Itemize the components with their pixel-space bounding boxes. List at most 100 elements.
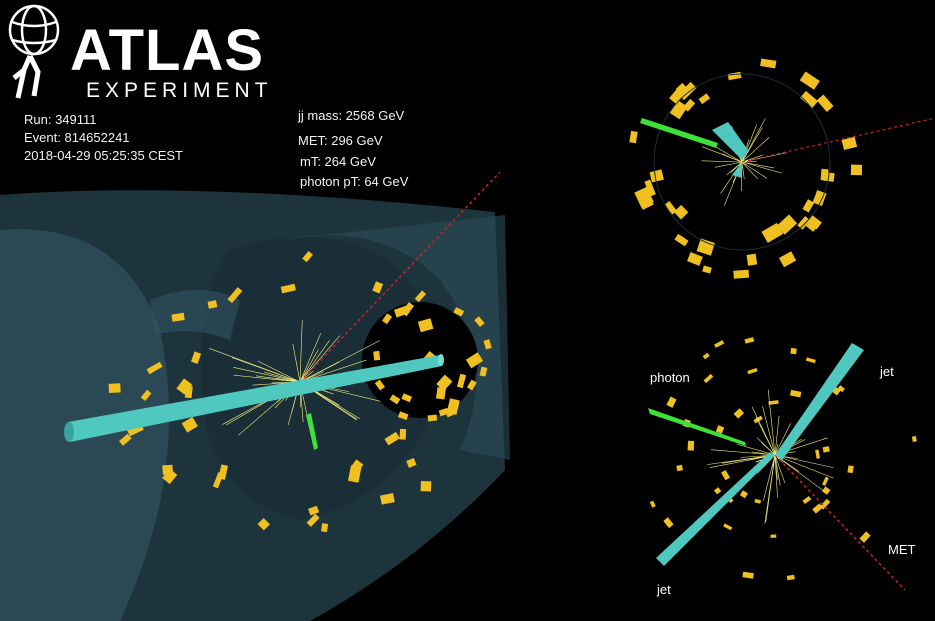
calorimeter-cell <box>911 436 917 443</box>
atlas-logo-title: ATLAS <box>70 18 265 83</box>
met-line-transverse <box>741 117 935 163</box>
calorimeter-cell <box>797 216 811 230</box>
atlas-logo-figure <box>8 4 60 99</box>
calorimeter-cell <box>664 200 677 215</box>
photon-pt: photon pT: 64 GeV <box>300 174 409 189</box>
track <box>299 333 321 383</box>
calorimeter-cell <box>698 93 711 105</box>
calorimeter-cell <box>770 534 777 538</box>
calorimeter-cell <box>807 215 822 230</box>
calorimeter-cell <box>822 476 829 486</box>
calorimeter-cell <box>401 393 413 403</box>
calorimeter-cell <box>687 440 695 451</box>
track <box>774 454 786 484</box>
calorimeter-cell <box>649 169 664 183</box>
track <box>741 161 783 174</box>
calorimeter-cell <box>398 411 409 421</box>
calorimeter-cell <box>372 281 384 294</box>
track <box>774 454 826 493</box>
track <box>741 118 766 163</box>
track <box>299 320 303 383</box>
calorimeter-cell <box>715 425 725 434</box>
calorimeter-cell <box>483 339 492 350</box>
calorimeter-cell <box>406 457 417 468</box>
calorimeter-cell <box>302 251 313 263</box>
track <box>774 454 834 468</box>
calorimeter-cell <box>747 368 758 375</box>
track <box>299 349 319 383</box>
detector-3d-view <box>0 190 510 621</box>
calorimeter-cell <box>663 517 674 529</box>
calorimeter-cell <box>675 82 692 99</box>
calorimeter-cell <box>821 486 831 495</box>
calorimeter-cell <box>816 94 834 112</box>
run-number: Run: 349111 <box>24 112 97 127</box>
jet-side-bottom <box>656 452 775 566</box>
calorimeter-cell <box>190 351 202 364</box>
calorimeter-cell <box>669 100 688 120</box>
calorimeter-cell <box>815 449 820 459</box>
calorimeter-cell <box>629 130 638 144</box>
calorimeter-cell <box>108 383 121 393</box>
track <box>767 389 776 456</box>
calorimeter-cell <box>799 71 820 90</box>
calorimeter-cell <box>776 214 798 235</box>
jet-label-top: jet <box>880 364 894 379</box>
track <box>761 442 776 456</box>
transverse-view-outline <box>653 73 831 251</box>
calorimeter-cell <box>466 379 477 391</box>
track <box>774 415 780 456</box>
calorimeter-cell <box>790 347 797 355</box>
calorimeter-cell <box>673 204 689 220</box>
calorimeter-cell <box>800 90 819 109</box>
calorimeter-cell <box>733 269 750 279</box>
track <box>764 454 776 524</box>
calorimeter-cell <box>474 316 485 327</box>
calorimeter-cell <box>351 459 364 472</box>
calorimeter-cell <box>321 523 329 533</box>
track <box>299 361 339 383</box>
calorimeter-cell <box>257 517 270 531</box>
jet-side-top <box>775 343 864 460</box>
calorimeter-cell <box>723 523 733 531</box>
calorimeter-cell <box>427 414 438 422</box>
track <box>741 124 757 163</box>
calorimeter-cell <box>399 428 407 440</box>
calorimeter-cell <box>674 233 689 247</box>
calorimeter-cell <box>820 168 829 181</box>
calorimeter-cell <box>184 385 193 399</box>
calorimeter-cell <box>802 496 812 505</box>
track <box>730 161 743 174</box>
calorimeter-cell <box>207 300 218 309</box>
calorimeter-cell <box>479 366 488 377</box>
calorimeter-cell <box>140 389 152 402</box>
calorimeter-cell <box>638 196 654 210</box>
track <box>710 449 776 456</box>
calorimeter-cell <box>754 498 762 504</box>
jet-label-bottom: jet <box>657 582 671 597</box>
track <box>721 153 743 163</box>
event-datetime: 2018-04-29 05:25:35 CEST <box>24 148 183 163</box>
mt-value: mT: 264 GeV <box>300 154 376 169</box>
calorimeter-cell <box>837 385 845 393</box>
calorimeter-cell <box>696 238 715 256</box>
calorimeter-cell <box>384 431 400 446</box>
track <box>762 406 776 456</box>
calorimeter-cell <box>789 389 802 398</box>
met-value: MET: 296 GeV <box>298 133 383 148</box>
calorimeter-cell <box>786 574 795 581</box>
calorimeter-cell <box>713 487 722 495</box>
track <box>741 137 770 163</box>
calorimeter-cell <box>727 71 742 81</box>
track <box>751 406 776 456</box>
met-line-side <box>774 454 906 591</box>
calorimeter-cell <box>176 378 193 395</box>
event-number: Event: 814652241 <box>24 130 130 145</box>
track <box>774 454 834 479</box>
track <box>714 161 743 168</box>
calorimeter-cell <box>746 253 758 266</box>
calorimeter-cell <box>703 373 714 384</box>
calorimeter-cell <box>374 379 385 391</box>
calorimeter-cell <box>850 164 863 176</box>
